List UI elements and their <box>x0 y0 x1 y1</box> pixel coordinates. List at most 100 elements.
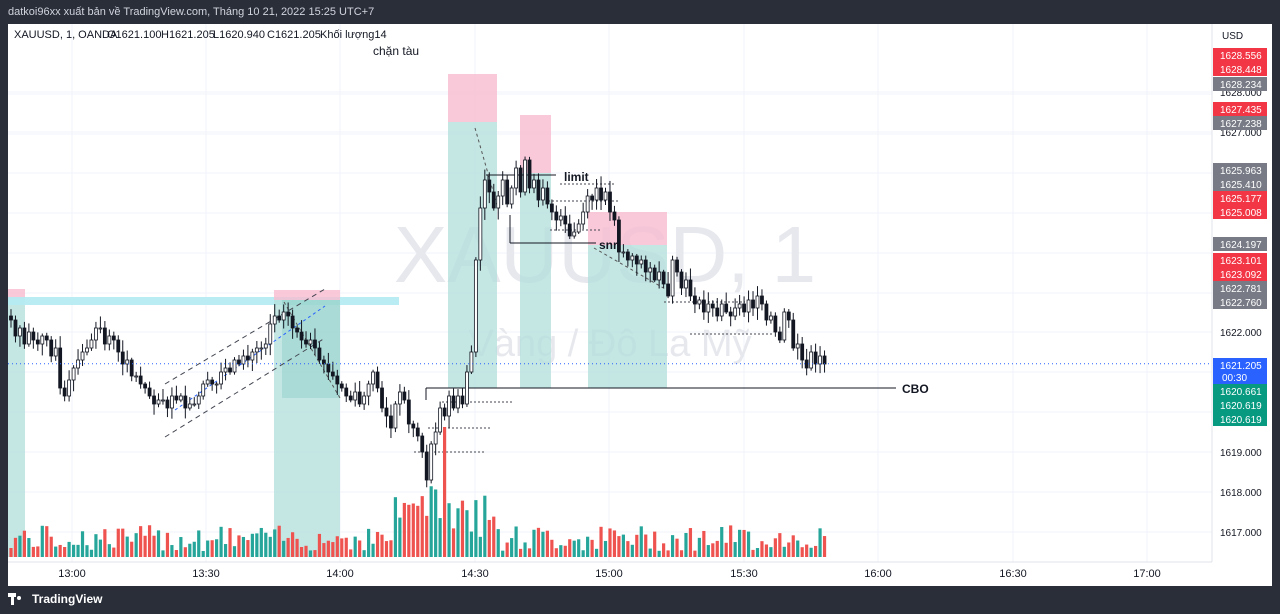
candle-body <box>751 299 755 309</box>
annotation-chan-tau[interactable]: chặn tàu <box>373 44 419 58</box>
volume-bar <box>143 535 147 557</box>
price-badge <box>1213 205 1267 219</box>
candle-body <box>599 187 603 201</box>
price-badge <box>1213 295 1267 309</box>
volume-bar <box>594 548 599 557</box>
price-axis[interactable]: USD 1628.000 1627.000 1622.000 1619.000 1618… <box>1211 24 1272 562</box>
candle-body <box>357 391 362 405</box>
annotation-snr[interactable]: snr <box>599 238 618 252</box>
candle-body <box>134 375 139 378</box>
loss-zone-5[interactable] <box>588 212 667 245</box>
candle-body <box>384 407 389 417</box>
candle-body <box>818 355 822 365</box>
candle-body <box>795 343 800 349</box>
volume-bar <box>49 536 53 557</box>
annotation-limit[interactable]: limit <box>564 170 589 184</box>
volume-bar <box>273 529 277 557</box>
volume-bar <box>375 531 380 557</box>
candle-body <box>178 395 183 401</box>
candle-body <box>769 315 773 321</box>
loss-zone-3[interactable] <box>448 74 497 122</box>
candle-body <box>791 319 796 349</box>
profit-zone-4[interactable] <box>520 173 551 388</box>
candle-body <box>536 179 541 201</box>
volume-bar <box>402 502 406 557</box>
price-tick-label: 1617.000 <box>1220 528 1262 539</box>
annotation-cbo[interactable]: CBO <box>902 382 929 396</box>
candle-body <box>608 191 612 213</box>
volume-bar <box>98 539 102 557</box>
candle-body <box>62 387 67 397</box>
volume-bar <box>518 548 523 557</box>
volume-bar <box>179 537 183 557</box>
legend-symbol: XAUUSD, 1, OANDA <box>14 29 118 41</box>
candle-body <box>80 351 85 361</box>
volume-bar <box>572 540 576 557</box>
volume-bar <box>550 539 554 557</box>
volume-bar <box>371 543 375 557</box>
tradingview-logo[interactable]: TradingView <box>8 592 102 606</box>
price-badge-label: 1628.448 <box>1220 65 1262 76</box>
channel-band[interactable] <box>8 297 399 305</box>
candle-body <box>822 355 827 365</box>
candle-body <box>49 339 54 357</box>
volume-bar <box>71 544 76 557</box>
volume-bar <box>773 538 777 557</box>
volume-bar <box>599 526 603 557</box>
volume-bar <box>657 550 661 557</box>
volume-bar <box>814 545 818 557</box>
candle-body <box>71 367 76 381</box>
candle-body <box>254 347 259 353</box>
loss-zone-1[interactable] <box>8 289 25 299</box>
price-badge <box>1213 48 1267 62</box>
volume-bar <box>349 549 353 557</box>
candle-body <box>509 187 514 205</box>
volume-bar <box>706 545 710 557</box>
time-axis[interactable]: 13:00 13:30 14:00 14:30 15:00 15:30 16:00 16:30… <box>8 561 1212 586</box>
candle-body <box>102 327 107 345</box>
candle-body <box>724 303 729 313</box>
volume-bar <box>684 532 688 557</box>
candle-body <box>214 383 219 386</box>
price-chart[interactable]: XAUUSD, 1 Vàng / Đô La Mỹ <box>8 24 1272 586</box>
candle-body <box>585 195 590 213</box>
candle-body <box>719 303 724 317</box>
parallel-channel[interactable] <box>164 288 326 438</box>
candlesticks <box>8 156 1212 488</box>
candle-body <box>344 387 349 397</box>
candle-body <box>442 407 447 417</box>
candle-body <box>111 335 116 341</box>
chart-frame[interactable]: XAUUSD, 1 Vàng / Đô La Mỹ <box>8 24 1272 586</box>
trade-zones[interactable] <box>8 74 667 557</box>
profit-zone-3[interactable] <box>448 122 497 388</box>
volume-bar <box>58 544 62 557</box>
volume-bar <box>250 533 254 557</box>
profit-zone-1[interactable] <box>8 299 25 557</box>
volume-bar <box>201 550 205 557</box>
candle-body <box>773 315 778 333</box>
price-badge <box>1213 384 1267 398</box>
candle-body <box>219 371 223 385</box>
candle-body <box>505 179 510 205</box>
volume-bar <box>223 544 228 557</box>
loss-zone-2[interactable] <box>274 290 340 300</box>
candle-body <box>518 167 523 193</box>
volume-bar <box>407 504 411 557</box>
volume-bar <box>335 536 339 557</box>
legend-open: O1621.100 <box>107 29 161 41</box>
candle-body <box>362 395 367 405</box>
price-badge <box>1213 412 1267 426</box>
candle-body <box>9 315 13 321</box>
volume-bar <box>474 500 478 557</box>
candle-body <box>308 339 313 345</box>
volume-bar <box>630 544 634 557</box>
price-ticks: 1628.000 1627.000 1622.000 1619.000 1618.000… <box>1220 88 1262 539</box>
volume-bar <box>398 517 402 557</box>
volume-bar <box>608 528 612 557</box>
volume-bar <box>125 536 129 557</box>
candle-body <box>380 387 384 409</box>
volume-bar <box>590 539 594 557</box>
volume-bar <box>460 500 465 557</box>
price-badge-label: 1620.619 <box>1220 415 1262 426</box>
candle-body <box>693 295 697 305</box>
